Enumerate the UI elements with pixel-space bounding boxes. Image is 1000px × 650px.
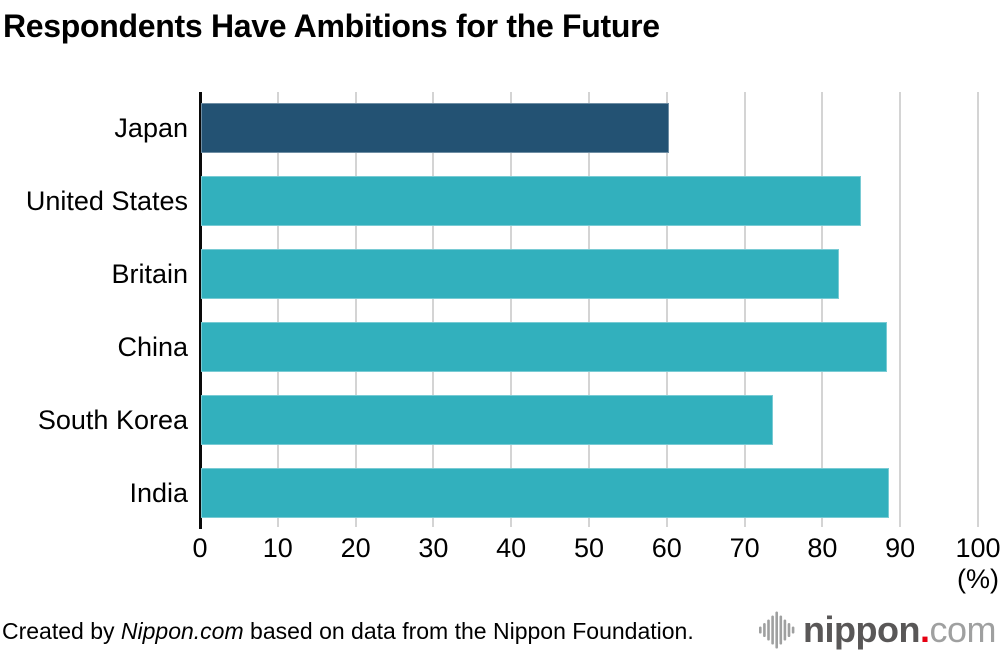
nippon-logo: nippon.com (759, 610, 996, 650)
x-tick-label: 90 (885, 533, 916, 563)
grid-line (743, 92, 746, 527)
x-tick-label: 20 (340, 533, 371, 563)
grid-line (665, 92, 668, 527)
chart-title: Respondents Have Ambitions for the Futur… (3, 8, 660, 44)
nippon-logo-text: nippon.com (803, 610, 996, 650)
grid-line (899, 92, 902, 527)
category-label: India (129, 478, 188, 508)
x-tick-label: 10 (262, 533, 293, 563)
x-tick-label: 80 (807, 533, 838, 563)
x-tick-label: 50 (573, 533, 605, 563)
attribution-suffix: based on data from the Nippon Foundation… (243, 618, 694, 644)
category-label: United States (25, 186, 188, 216)
x-tick-label: 100 (955, 533, 1000, 563)
bar-south-korea (201, 395, 773, 445)
grid-line (276, 92, 279, 527)
x-tick-label: 0 (192, 533, 208, 563)
bar-united-states (201, 176, 861, 226)
category-label: Japan (114, 113, 188, 143)
x-tick-label: 40 (496, 533, 527, 563)
grid-line (821, 92, 824, 527)
logo-dot: . (919, 609, 930, 650)
grid-line (588, 92, 590, 527)
x-tick-label: 70 (729, 533, 760, 563)
category-label: China (117, 332, 188, 362)
y-axis-line (199, 92, 202, 529)
grid-line (510, 92, 513, 527)
bar-britain (201, 249, 839, 299)
x-tick-label: 30 (418, 533, 449, 563)
footer: Created by Nippon.com based on data from… (0, 610, 1000, 650)
attribution-source: Nippon.com (120, 618, 244, 644)
plot-area (199, 92, 979, 529)
x-axis-unit-label: (%) (957, 564, 999, 594)
x-tick-label: 60 (651, 533, 682, 563)
bar-china (201, 322, 888, 372)
grid-line (977, 92, 979, 527)
category-label: Britain (111, 259, 188, 289)
logo-tld: com (929, 609, 996, 650)
grid-line (432, 92, 435, 527)
bar-india (201, 468, 889, 518)
attribution-prefix: Created by (2, 618, 121, 644)
category-label: South Korea (37, 405, 188, 435)
soundwave-bars-icon (759, 611, 795, 649)
attribution-text: Created by Nippon.com based on data from… (2, 618, 694, 645)
bar-japan (201, 103, 669, 153)
logo-name: nippon (803, 609, 920, 650)
grid-line (354, 92, 357, 527)
